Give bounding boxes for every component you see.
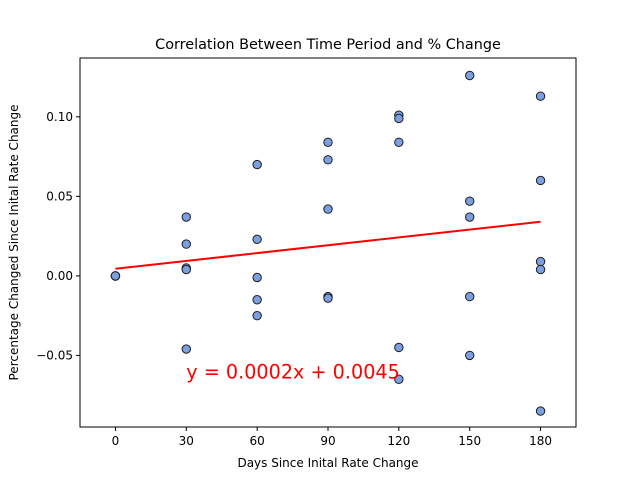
data-point — [252, 310, 262, 321]
y-tick-label: −0.05 — [36, 348, 73, 362]
plot-area — [110, 70, 546, 416]
data-point — [465, 70, 475, 81]
data-point — [252, 295, 262, 305]
data-point — [465, 350, 475, 361]
data-point — [252, 272, 262, 283]
data-point — [465, 212, 475, 222]
data-point — [181, 239, 191, 249]
regression-line — [115, 220, 541, 270]
data-point — [323, 137, 333, 147]
y-tick-label: 0.10 — [46, 110, 73, 124]
regression-equation: y = 0.0002x + 0.0045 — [186, 360, 400, 383]
data-point — [323, 293, 333, 303]
axes: 0 30 60 90 120 150 180 −0.05 0.00 0.05 0.10 — [36, 110, 552, 448]
x-tick-label: 60 — [250, 434, 265, 448]
data-point — [535, 256, 546, 267]
data-point — [323, 204, 333, 214]
x-tick-label: 180 — [529, 434, 552, 448]
data-point — [110, 271, 121, 281]
x-tick-label: 150 — [458, 434, 481, 448]
data-point — [535, 264, 546, 275]
x-tick-label: 30 — [179, 434, 194, 448]
y-tick-label: 0.05 — [46, 189, 73, 203]
y-tick-label: 0.00 — [46, 269, 73, 283]
data-point — [465, 196, 475, 206]
data-point — [535, 175, 546, 186]
data-point — [394, 342, 404, 353]
y-axis-label: Percentage Changed Since Inital Rate Cha… — [7, 104, 21, 380]
x-tick-label: 0 — [112, 434, 120, 448]
data-point — [394, 374, 404, 384]
data-point — [252, 159, 262, 170]
data-point — [181, 212, 191, 222]
x-tick-label: 120 — [387, 434, 410, 448]
data-point — [323, 155, 333, 165]
chart-title: Correlation Between Time Period and % Ch… — [155, 37, 501, 53]
data-point — [535, 91, 546, 101]
data-point — [535, 406, 546, 416]
data-point — [252, 234, 262, 245]
data-point — [181, 264, 191, 275]
data-point — [394, 113, 404, 124]
data-point — [394, 137, 404, 147]
x-tick-label: 90 — [320, 434, 335, 448]
data-point — [465, 291, 475, 302]
x-axis-label: Days Since Inital Rate Change — [237, 456, 418, 470]
data-point — [181, 344, 191, 354]
